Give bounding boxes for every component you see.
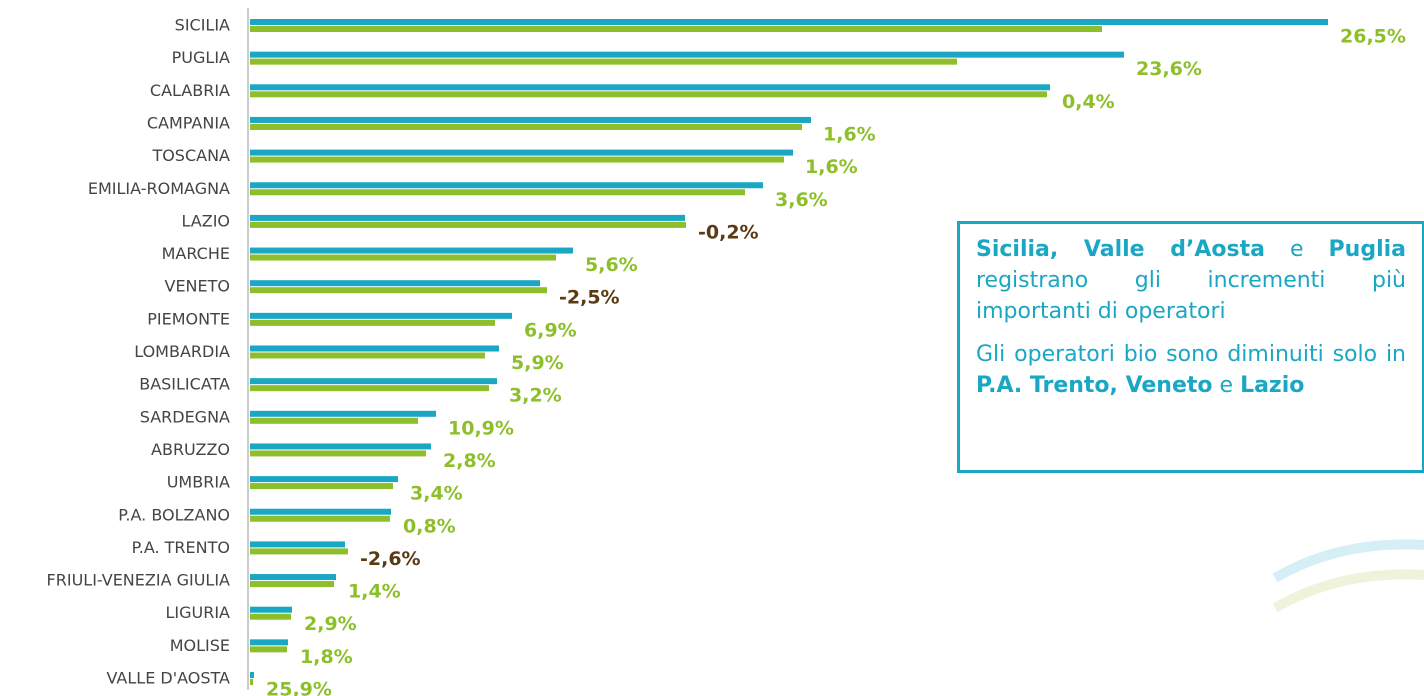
bar: [250, 672, 254, 678]
change-label: 0,8%: [403, 515, 456, 537]
note-text: Gli operatori bio sono diminuiti solo in: [976, 342, 1406, 367]
bar: [250, 613, 291, 620]
change-label: 26,5%: [1340, 26, 1406, 48]
note-text: registrano gli incrementi più importanti…: [976, 268, 1406, 324]
change-label: 5,9%: [511, 352, 564, 374]
bar: [250, 116, 811, 123]
category-label: ABRUZZO: [151, 440, 230, 459]
bar: [250, 352, 485, 359]
category-label: PIEMONTE: [147, 309, 230, 328]
bar: [250, 606, 292, 613]
bar: [250, 254, 556, 261]
bar: [250, 123, 802, 130]
change-label: 2,8%: [443, 450, 496, 472]
bar: [250, 548, 348, 555]
bar: [250, 58, 957, 65]
bar: [250, 574, 336, 581]
bar: [250, 450, 426, 457]
decor-arc: [1272, 569, 1424, 613]
bar: [250, 182, 763, 189]
category-label: PUGLIA: [172, 48, 230, 67]
bar: [250, 378, 497, 385]
category-label: VALLE D'AOSTA: [107, 669, 231, 688]
category-label: P.A. TRENTO: [132, 538, 230, 557]
bar: [250, 385, 489, 392]
decor-arc: [1272, 539, 1424, 583]
category-label: TOSCANA: [151, 146, 230, 165]
change-label: -2,6%: [360, 548, 421, 570]
note-text: e: [1212, 373, 1241, 398]
bar: [250, 247, 573, 254]
bar: [250, 149, 793, 156]
note-text: e: [1264, 237, 1329, 262]
change-label: 2,9%: [304, 613, 357, 635]
bar: [250, 319, 495, 326]
bar: [250, 287, 547, 294]
change-label: 25,9%: [266, 679, 332, 696]
category-label: CAMPANIA: [147, 113, 230, 132]
category-label: VENETO: [165, 277, 231, 296]
change-label: 6,9%: [524, 319, 577, 341]
bar: [250, 189, 745, 196]
bar: [250, 345, 499, 352]
change-label: 10,9%: [448, 417, 514, 439]
note-box: Sicilia, Valle d’Aosta e Puglia registra…: [957, 221, 1424, 473]
category-label: MOLISE: [170, 636, 230, 655]
bar: [250, 214, 685, 221]
bar: [250, 410, 436, 417]
change-label: 1,4%: [348, 581, 401, 603]
change-label: 5,6%: [585, 254, 638, 276]
bar: [250, 91, 1047, 98]
change-label: 3,6%: [775, 189, 828, 211]
bar: [250, 312, 512, 319]
change-label: -2,5%: [559, 287, 620, 309]
category-label: SICILIA: [175, 16, 230, 35]
category-label: MARCHE: [162, 244, 230, 263]
note-text: Sicilia, Valle d’Aosta: [976, 237, 1265, 262]
change-label: 0,4%: [1062, 91, 1115, 113]
category-label: LAZIO: [182, 211, 231, 230]
category-label: P.A. BOLZANO: [118, 505, 230, 524]
note-text: Puglia: [1328, 237, 1406, 262]
bar: [250, 156, 784, 163]
note-paragraph: Sicilia, Valle d’Aosta e Puglia registra…: [976, 234, 1406, 327]
change-label: 1,8%: [300, 646, 353, 668]
category-label: SARDEGNA: [140, 407, 230, 426]
bar: [250, 443, 431, 450]
change-label: 23,6%: [1136, 58, 1202, 80]
bar: [250, 541, 345, 548]
change-label: 3,2%: [509, 385, 562, 407]
bar: [250, 417, 418, 424]
category-label: FRIULI-VENEZIA GIULIA: [47, 571, 231, 590]
change-label: 1,6%: [805, 156, 858, 178]
category-label: LIGURIA: [165, 603, 230, 622]
category-label: BASILICATA: [139, 375, 230, 394]
bar: [250, 26, 1102, 32]
note-paragraph: Gli operatori bio sono diminuiti solo in…: [976, 339, 1406, 401]
bar: [250, 476, 398, 483]
bar: [250, 581, 334, 588]
bar: [250, 639, 288, 646]
bar: [250, 646, 287, 653]
bar: [250, 280, 540, 287]
category-label: UMBRIA: [167, 473, 230, 492]
note-text: Lazio: [1240, 373, 1305, 398]
bar: [250, 51, 1124, 58]
change-label: 3,4%: [410, 483, 463, 505]
bar: [250, 483, 393, 490]
change-label: 1,6%: [823, 123, 876, 145]
bar: [250, 221, 686, 228]
bar: [250, 515, 390, 522]
bar: [250, 679, 253, 685]
bar: [250, 84, 1050, 91]
note-text: P.A. Trento, Veneto: [976, 373, 1213, 398]
category-label: CALABRIA: [150, 81, 230, 100]
bar: [250, 19, 1328, 25]
bar: [250, 508, 391, 515]
category-label: LOMBARDIA: [134, 342, 230, 361]
category-label: EMILIA-ROMAGNA: [88, 179, 230, 198]
change-label: -0,2%: [698, 221, 759, 243]
